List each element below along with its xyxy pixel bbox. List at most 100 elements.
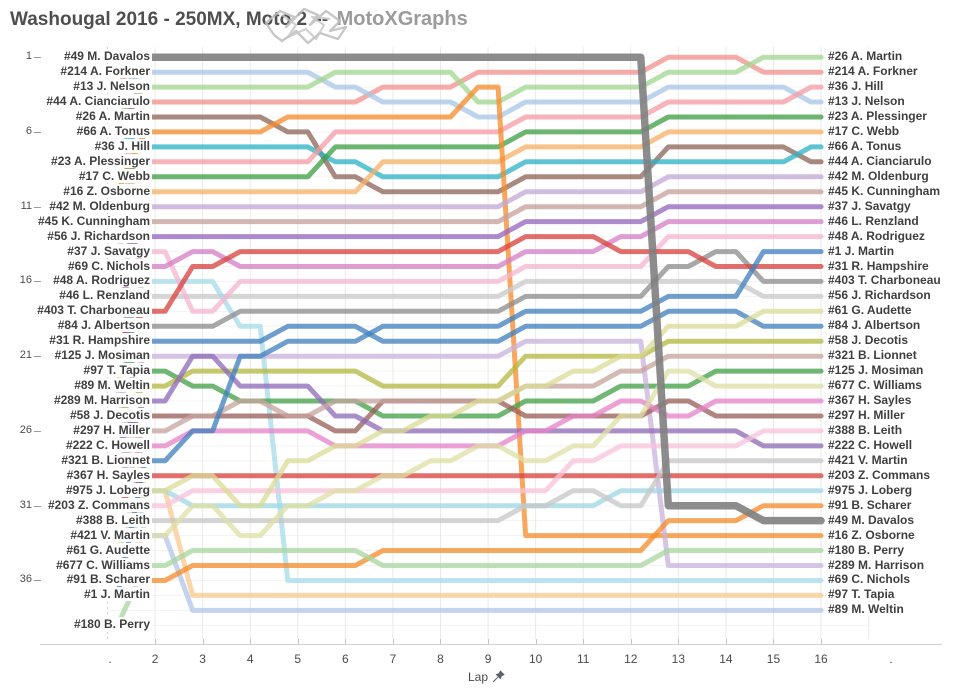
rider-start-label-23[interactable]: #23 A. Plessinger — [49, 153, 152, 168]
series-line-403[interactable] — [105, 249, 824, 329]
rider-finish-label-58[interactable]: #58 J. Decotis — [826, 333, 911, 348]
rider-finish-label-125[interactable]: #125 J. Mosiman — [826, 363, 926, 378]
rider-start-label-125[interactable]: #125 J. Mosiman — [52, 348, 152, 363]
series-line-84[interactable] — [105, 308, 824, 344]
rider-start-label-61[interactable]: #61 G. Audette — [64, 542, 152, 557]
rider-start-label-26[interactable]: #26 A. Martin — [73, 109, 152, 123]
series-line-289[interactable] — [105, 338, 824, 568]
series-line-37[interactable] — [105, 204, 824, 255]
series-line-203[interactable] — [105, 473, 824, 509]
rider-finish-label-31[interactable]: #31 R. Hampshire — [826, 258, 931, 273]
rider-finish-label-61[interactable]: #61 G. Audette — [826, 303, 914, 318]
rider-start-label-16[interactable]: #16 Z. Osborne — [61, 183, 152, 198]
rider-start-label-180[interactable]: #180 B. Perry — [71, 617, 152, 632]
series-line-180[interactable] — [105, 548, 824, 628]
rider-finish-label-37[interactable]: #37 J. Savatgy — [826, 198, 913, 213]
rider-finish-label-403[interactable]: #403 T. Charboneau — [826, 273, 943, 288]
series-line-44[interactable] — [105, 99, 824, 195]
rider-start-label-13[interactable]: #13 J. Nelson — [71, 79, 152, 94]
rider-start-label-69[interactable]: #69 C. Nichols — [65, 258, 152, 273]
rider-start-label-17[interactable]: #17 C. Webb — [76, 168, 152, 183]
rider-finish-label-203[interactable]: #203 Z. Commans — [826, 467, 933, 482]
rider-finish-label-16[interactable]: #16 Z. Osborne — [826, 527, 917, 542]
rider-finish-label-421[interactable]: #421 V. Martin — [826, 452, 910, 467]
rider-finish-label-222[interactable]: #222 C. Howell — [826, 437, 915, 452]
rider-start-label-91[interactable]: #91 B. Scharer — [64, 572, 152, 587]
rider-finish-label-367[interactable]: #367 H. Sayles — [826, 393, 914, 408]
rider-start-label-66[interactable]: #66 A. Tonus — [74, 123, 152, 138]
series-line-58[interactable] — [105, 338, 824, 419]
rider-finish-label-975[interactable]: #975 J. Loberg — [826, 482, 915, 497]
series-line-61[interactable] — [105, 308, 824, 553]
rider-finish-label-91[interactable]: #91 B. Scharer — [826, 497, 914, 512]
rider-start-label-1[interactable]: #1 J. Martin — [81, 587, 152, 602]
rider-finish-label-297[interactable]: #297 H. Miller — [826, 408, 907, 422]
rider-finish-label-89[interactable]: #89 M. Weltin — [826, 602, 906, 617]
series-line-13[interactable] — [105, 69, 824, 120]
series-line-46[interactable] — [105, 219, 824, 299]
series-line-222[interactable] — [105, 353, 824, 449]
series-line-89[interactable] — [105, 383, 824, 613]
rider-finish-label-321[interactable]: #321 B. Lionnet — [826, 348, 919, 363]
series-line-97[interactable] — [105, 368, 824, 598]
rider-start-label-677[interactable]: #677 C. Williams — [54, 557, 152, 572]
rider-start-label-214[interactable]: #214 A. Forkner — [58, 64, 152, 79]
series-line-1[interactable] — [105, 249, 824, 598]
series-line-91[interactable] — [105, 503, 824, 583]
rider-start-label-31[interactable]: #31 R. Hampshire — [47, 333, 152, 348]
series-line-31[interactable] — [105, 234, 824, 344]
rider-finish-label-45[interactable]: #45 K. Cunningham — [826, 183, 943, 198]
series-line-48[interactable] — [105, 234, 824, 314]
rider-start-label-36[interactable]: #36 J. Hill — [92, 138, 152, 153]
rider-start-label-297[interactable]: #297 H. Miller — [71, 422, 152, 437]
rider-start-label-388[interactable]: #388 B. Leith — [73, 512, 152, 527]
rider-start-label-97[interactable]: #97 T. Tapia — [81, 363, 152, 378]
rider-finish-label-48[interactable]: #48 A. Rodriguez — [826, 228, 927, 243]
rider-finish-label-180[interactable]: #180 B. Perry — [826, 542, 907, 557]
series-line-23[interactable] — [105, 114, 824, 180]
rider-finish-label-49[interactable]: #49 M. Davalos — [826, 512, 917, 527]
rider-finish-label-44[interactable]: #44 A. Cianciarulo — [826, 153, 934, 168]
rider-start-label-321[interactable]: #321 B. Lionnet — [59, 452, 152, 467]
series-line-677[interactable] — [105, 368, 824, 568]
rider-start-label-58[interactable]: #58 J. Decotis — [67, 408, 152, 422]
series-line-421[interactable] — [105, 458, 824, 539]
rider-finish-label-84[interactable]: #84 J. Albertson — [826, 318, 923, 333]
rider-start-label-84[interactable]: #84 J. Albertson — [55, 318, 152, 333]
rider-start-label-48[interactable]: #48 A. Rodriguez — [51, 273, 152, 288]
rider-finish-label-42[interactable]: #42 M. Oldenburg — [826, 168, 931, 183]
rider-start-label-222[interactable]: #222 C. Howell — [63, 437, 152, 452]
series-line-367[interactable] — [105, 398, 824, 479]
series-line-16[interactable] — [105, 84, 824, 539]
series-line-125[interactable] — [105, 353, 824, 419]
series-line-45[interactable] — [105, 189, 824, 225]
series-line-42[interactable] — [105, 174, 824, 210]
rider-start-label-289[interactable]: #289 M. Harrison — [51, 393, 152, 408]
rider-start-label-975[interactable]: #975 J. Loberg — [63, 482, 152, 497]
rider-start-label-37[interactable]: #37 J. Savatgy — [65, 243, 152, 258]
rider-finish-label-677[interactable]: #677 C. Williams — [826, 378, 924, 393]
rider-start-label-203[interactable]: #203 Z. Commans — [45, 497, 152, 512]
rider-finish-label-17[interactable]: #17 C. Webb — [826, 123, 902, 138]
rider-start-label-44[interactable]: #44 A. Cianciarulo — [44, 94, 152, 109]
rider-start-label-403[interactable]: #403 T. Charboneau — [35, 303, 152, 318]
rider-start-label-45[interactable]: #45 K. Cunningham — [35, 213, 152, 228]
rider-start-label-46[interactable]: #46 L. Renzland — [57, 288, 152, 303]
series-line-26[interactable] — [105, 54, 824, 120]
series-line-17[interactable] — [105, 129, 824, 195]
rider-finish-label-69[interactable]: #69 C. Nichols — [826, 572, 913, 587]
pushpin-icon[interactable] — [491, 669, 506, 684]
rider-finish-label-26[interactable]: #26 A. Martin — [826, 49, 905, 64]
series-line-49[interactable] — [103, 53, 825, 525]
series-line-56[interactable] — [105, 234, 824, 299]
rider-finish-label-1[interactable]: #1 J. Martin — [826, 243, 897, 258]
rider-start-label-421[interactable]: #421 V. Martin — [68, 527, 152, 542]
rider-finish-label-388[interactable]: #388 B. Leith — [826, 422, 905, 437]
rider-finish-label-36[interactable]: #36 J. Hill — [826, 79, 886, 94]
rider-finish-label-46[interactable]: #46 L. Renzland — [826, 213, 921, 228]
series-line-36[interactable] — [105, 84, 824, 165]
rider-start-label-42[interactable]: #42 M. Oldenburg — [47, 198, 152, 213]
series-line-388[interactable] — [105, 428, 824, 524]
rider-finish-label-289[interactable]: #289 M. Harrison — [826, 557, 927, 572]
rider-finish-label-214[interactable]: #214 A. Forkner — [826, 64, 920, 79]
